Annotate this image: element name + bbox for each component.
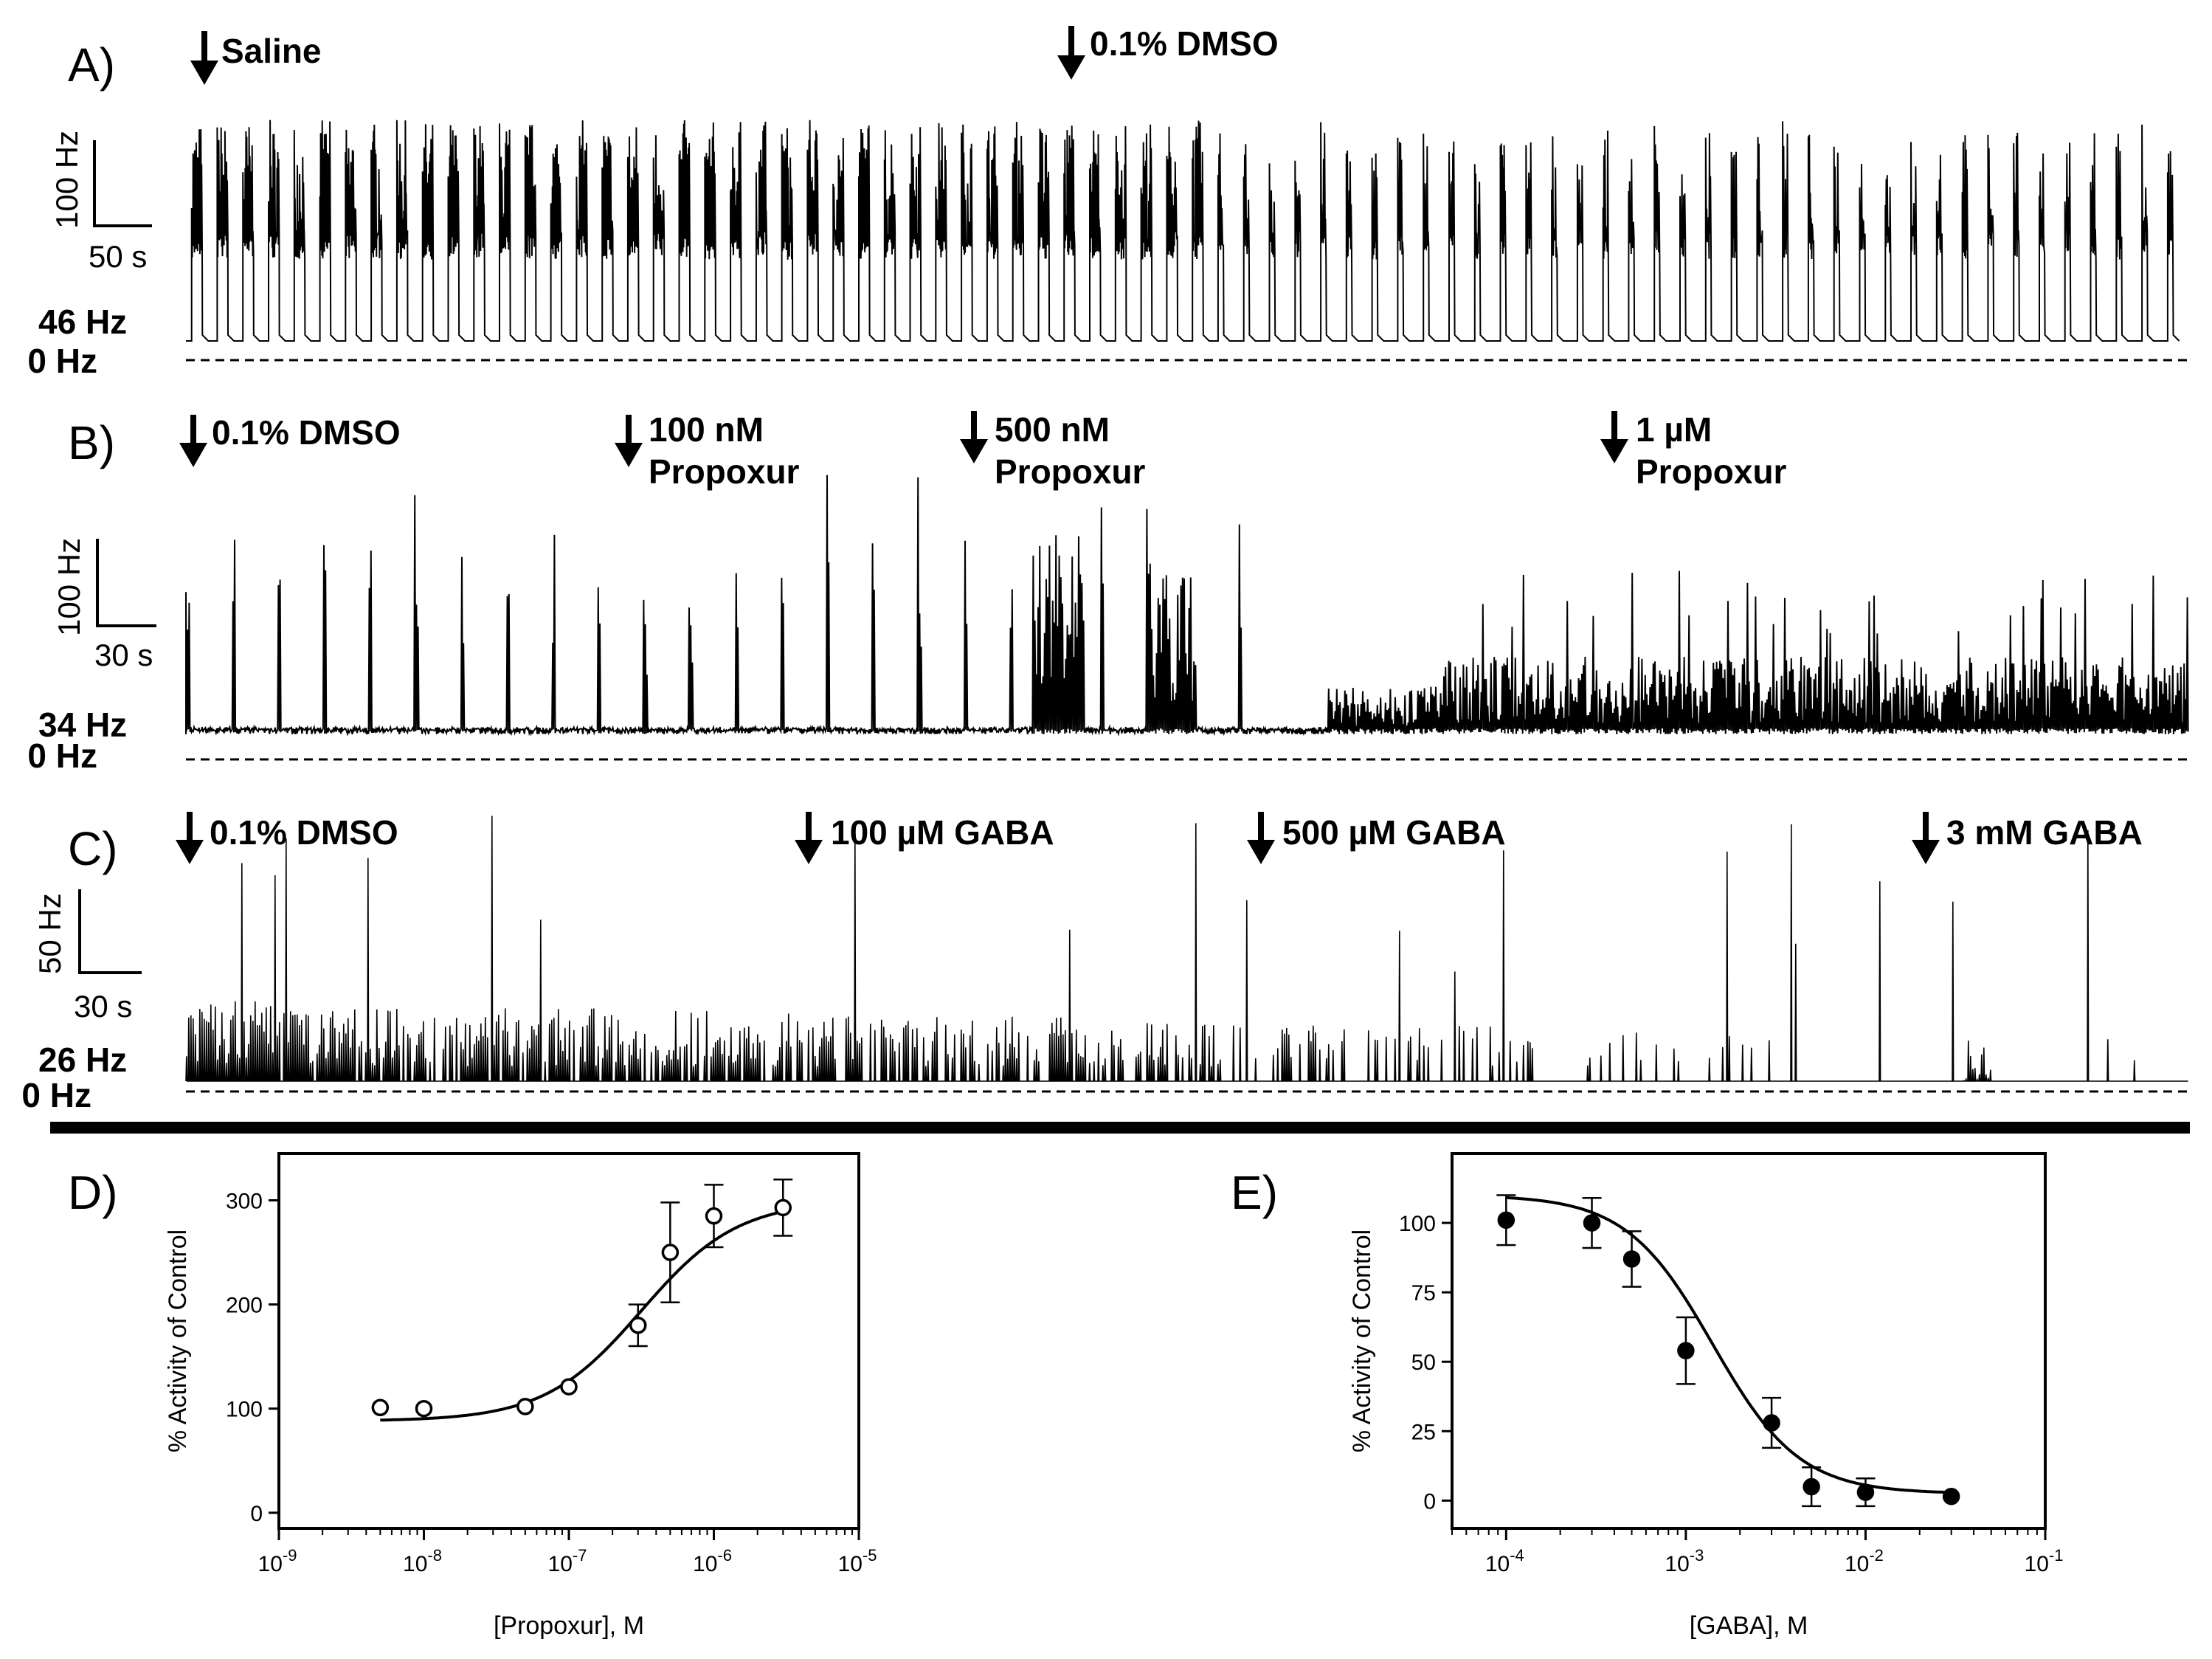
y-tick-label-d-0: 0 [250, 1502, 263, 1526]
zero-label-c: 0 Hz [21, 1076, 91, 1114]
event-label-b-2a: 100 nM [649, 410, 764, 449]
data-point-d-4 [629, 1317, 647, 1334]
event-arrow-b-4 [1600, 411, 1628, 463]
event-arrow-a-1 [190, 31, 218, 85]
event-arrow-a-2 [1057, 26, 1085, 80]
data-point-e-6 [1856, 1483, 1875, 1501]
y-axis-title-d: % Activity of Control [164, 1229, 192, 1452]
data-point-e-1 [1583, 1214, 1601, 1232]
fit-curve-d [380, 1210, 784, 1422]
data-point-e-7 [1942, 1487, 1960, 1505]
zero-label-b: 0 Hz [27, 737, 97, 775]
scale-x-a: 50 s [89, 239, 147, 274]
panel-divider [50, 1122, 2190, 1134]
scale-y-b: 100 Hz [52, 538, 86, 636]
panel-label-c: C) [68, 822, 118, 875]
y-tick-label-d-2: 200 [226, 1294, 263, 1318]
zero-label-a: 0 Hz [27, 342, 97, 380]
scale-bar-a [93, 140, 152, 227]
event-arrow-b-2 [615, 415, 643, 467]
scale-y-a: 100 Hz [49, 131, 84, 229]
data-point-d-6 [705, 1207, 723, 1225]
y-tick-label-e-2: 50 [1411, 1351, 1436, 1375]
event-arrow-c-2 [795, 812, 823, 864]
event-arrow-c-1 [176, 812, 204, 864]
event-arrow-c-4 [1912, 812, 1940, 864]
data-point-e-3 [1677, 1342, 1695, 1359]
y-tick-label-e-4: 100 [1399, 1212, 1436, 1236]
baseline-label-c: 26 Hz [38, 1041, 127, 1079]
event-arrow-b-3 [960, 411, 988, 463]
event-label-c-3: 500 µM GABA [1282, 813, 1506, 852]
scale-y-c: 50 Hz [32, 893, 67, 974]
scale-bar-b [96, 539, 156, 627]
event-label-b-4b: Propoxur [1636, 452, 1787, 491]
data-point-e-2 [1622, 1250, 1641, 1268]
panel-label-e: E) [1231, 1166, 1278, 1219]
data-point-e-4 [1763, 1414, 1780, 1432]
x-axis-title-e: [GABA], M [1690, 1612, 1808, 1640]
event-label-c-1: 0.1% DMSO [210, 813, 398, 852]
data-point-d-7 [774, 1198, 792, 1217]
event-label-c-4: 3 mM GABA [1946, 813, 2143, 852]
data-point-e-0 [1497, 1211, 1515, 1229]
trace-b [185, 475, 2189, 737]
plot-frame-e [1451, 1152, 2047, 1530]
event-label-b-2b: Propoxur [649, 452, 800, 491]
y-axis-title-e: % Activity of Control [1348, 1229, 1376, 1452]
scale-x-c: 30 s [74, 989, 132, 1024]
y-tick-label-e-1: 25 [1411, 1420, 1436, 1444]
baseline-label-b: 34 Hz [38, 706, 127, 744]
event-label-b-4a: 1 µM [1636, 410, 1712, 449]
y-tick-label-d-1: 100 [226, 1398, 263, 1422]
trace-panel-c: C) 0.1% DMSO 100 µM GABA 500 µM GABA 3 m… [21, 812, 2188, 1114]
event-arrow-c-3 [1247, 812, 1275, 864]
scale-x-b: 30 s [94, 638, 153, 672]
trace-panel-b: B) 0.1% DMSO 100 nM Propoxur 500 nM Prop… [27, 410, 2189, 775]
y-tick-label-e-3: 75 [1411, 1281, 1436, 1306]
data-point-e-5 [1803, 1477, 1820, 1496]
trace-a [186, 120, 2180, 342]
data-point-d-1 [415, 1399, 433, 1418]
baseline-label-a: 46 Hz [38, 303, 127, 341]
panel-label-d: D) [68, 1166, 118, 1219]
event-label-b-3a: 500 nM [995, 410, 1110, 449]
event-label-a-2: 0.1% DMSO [1090, 24, 1279, 63]
chart-d: D) % Activity of Control [Propoxur], M 0… [68, 1152, 877, 1640]
panel-label-b: B) [68, 416, 115, 469]
data-point-d-0 [371, 1398, 390, 1417]
scale-bar-c [78, 889, 142, 974]
event-label-b-3b: Propoxur [995, 452, 1146, 491]
trace-panel-a: A) Saline 0.1% DMSO 100 Hz 50 s 46 Hz 0 … [27, 24, 2188, 380]
event-label-b-1: 0.1% DMSO [212, 413, 401, 452]
data-point-d-5 [661, 1244, 680, 1261]
event-arrow-b-1 [179, 415, 207, 467]
event-label-c-2: 100 µM GABA [831, 813, 1054, 852]
event-label-a-1: Saline [221, 32, 322, 70]
panel-label-a: A) [68, 38, 115, 92]
y-tick-label-d-3: 300 [226, 1190, 263, 1214]
trace-c [185, 815, 2188, 1082]
y-tick-label-e-0: 0 [1423, 1489, 1436, 1514]
data-point-d-2 [516, 1398, 534, 1415]
fit-curve-e [1506, 1196, 1952, 1494]
data-point-d-3 [560, 1378, 578, 1396]
x-axis-title-d: [Propoxur], M [494, 1612, 644, 1640]
